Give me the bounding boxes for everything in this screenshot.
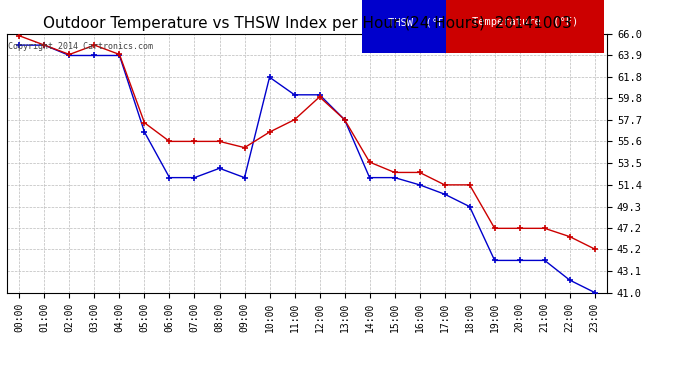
Text: THSW  (°F): THSW (°F): [388, 17, 451, 27]
Text: Copyright 2014 Cartronics.com: Copyright 2014 Cartronics.com: [8, 42, 153, 51]
Title: Outdoor Temperature vs THSW Index per Hour (24 Hours)  20141003: Outdoor Temperature vs THSW Index per Ho…: [43, 16, 571, 31]
Text: Temperature  (°F): Temperature (°F): [472, 17, 578, 27]
